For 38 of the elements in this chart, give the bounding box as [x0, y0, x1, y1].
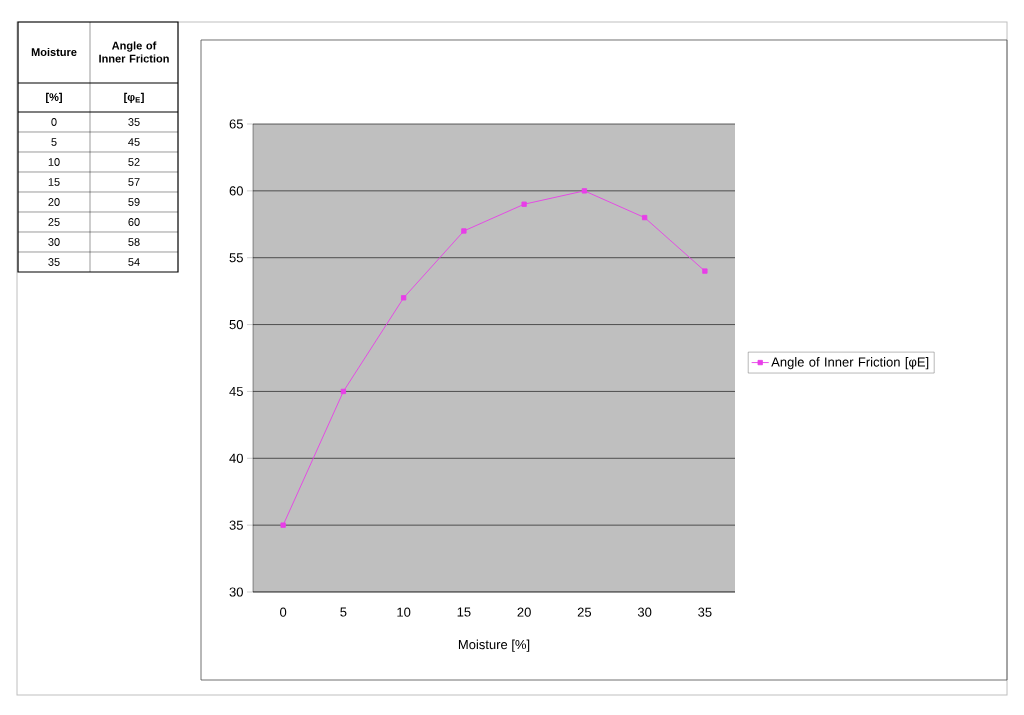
text: [%]: [46, 92, 62, 104]
category-label: 15: [48, 178, 60, 186]
y-tick-label: 45: [229, 386, 243, 396]
category-label: 25: [48, 218, 60, 226]
text: Moisture: [31, 47, 77, 57]
category-label: 35: [48, 258, 60, 266]
y-tick-label: 50: [229, 319, 243, 330]
x-tick-label: 35: [698, 607, 712, 617]
legend-label: Angle of Inner Friction [φE]: [771, 357, 929, 370]
text: 54: [128, 258, 140, 266]
x-tick-label: 0: [280, 607, 287, 617]
y-tick-label: 60: [229, 186, 243, 196]
text: 58: [128, 238, 140, 246]
x-tick-label: 30: [637, 607, 652, 617]
category-label: 5: [51, 138, 57, 146]
category-label: 10: [48, 158, 60, 166]
text: 45: [128, 138, 140, 146]
category-label: 0: [51, 118, 57, 126]
y-tick-label: 30: [229, 587, 243, 597]
y-tick-label: 65: [229, 119, 243, 129]
x-tick-label: 15: [457, 607, 471, 617]
x-tick-label: 25: [577, 607, 592, 617]
y-tick-label: 40: [229, 453, 243, 463]
x-tick-label: 5: [340, 607, 347, 617]
x-tick-label: 10: [397, 607, 411, 617]
x-axis-title: Moisture [%]: [458, 639, 530, 652]
text: 60: [128, 218, 140, 226]
category-label: 30: [48, 238, 60, 246]
x-tick-label: 20: [517, 607, 531, 617]
text: Angle of Inner Friction: [99, 41, 169, 63]
text: [φ$_{E}$]: [124, 92, 144, 104]
y-tick-label: 35: [229, 520, 243, 530]
text: 59: [128, 198, 140, 206]
text: 52: [128, 158, 140, 166]
category-label: 20: [48, 198, 60, 206]
text: 57: [128, 178, 140, 186]
y-tick-label: 55: [229, 253, 243, 263]
text: 35: [128, 118, 140, 126]
